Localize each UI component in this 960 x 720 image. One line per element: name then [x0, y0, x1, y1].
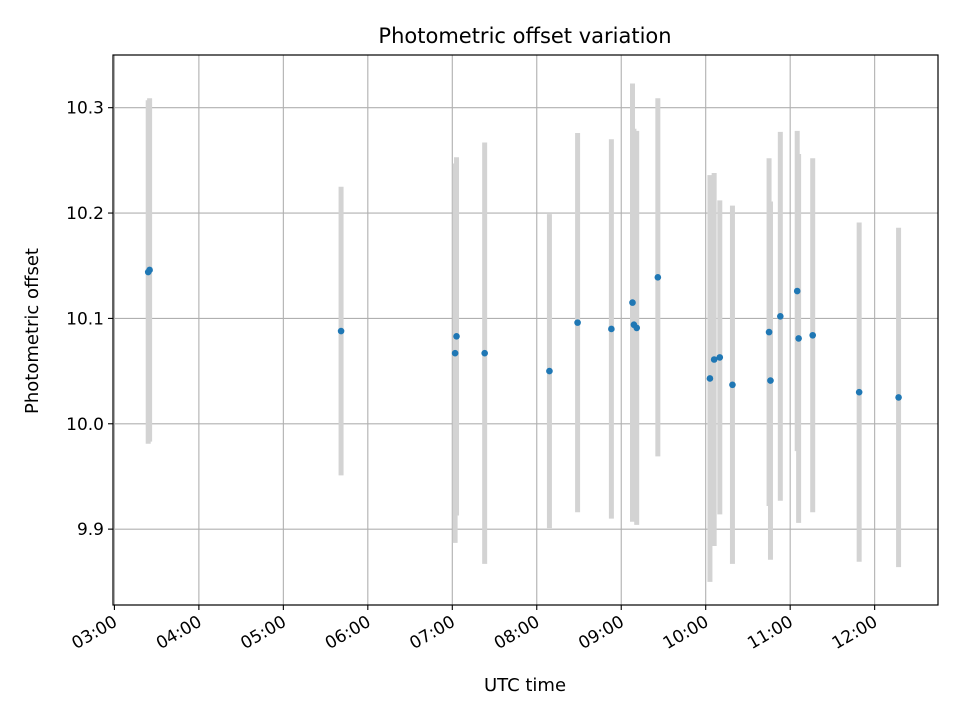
x-tick-label: 07:00: [406, 612, 458, 654]
data-point: [337, 327, 345, 335]
data-point: [654, 274, 662, 281]
data-point: [777, 313, 784, 320]
data-point: [793, 287, 801, 295]
y-tick-label: 10.1: [66, 309, 104, 329]
y-tick-label: 10.3: [66, 99, 104, 119]
chart-title: Photometric offset variation: [378, 24, 671, 48]
x-tick-label: 09:00: [575, 612, 627, 654]
y-tick-label: 10.0: [66, 415, 104, 435]
data-point: [629, 299, 636, 306]
y-tick-label: 10.2: [66, 204, 104, 224]
x-tick-label: 05:00: [237, 612, 289, 654]
x-tick-label: 06:00: [322, 612, 374, 654]
data-point: [574, 319, 581, 326]
y-tick-label: 9.9: [77, 520, 104, 540]
data-point: [451, 349, 459, 357]
data-point: [855, 388, 863, 396]
y-axis-ticks: 9.9 10.0 10.1 10.2 10.3: [66, 99, 113, 540]
y-axis-title: Photometric offset: [22, 248, 43, 414]
data-point: [795, 335, 802, 342]
data-point: [706, 375, 714, 382]
data-point: [710, 356, 718, 363]
data-point: [809, 331, 817, 339]
x-tick-label: 11:00: [744, 612, 796, 654]
data-point: [895, 394, 902, 401]
data-point: [481, 349, 488, 357]
x-axis-ticks: 03:00 04:00 05:00 06:00 07:00 08:00 09:00 10:00…: [68, 605, 881, 654]
x-tick-label: 03:00: [68, 612, 120, 654]
data-point: [767, 377, 774, 384]
x-tick-label: 12:00: [829, 612, 881, 654]
plot-frame: [112, 54, 939, 606]
data-point: [716, 354, 724, 361]
data-point: [633, 324, 641, 332]
x-axis-title: UTC time: [484, 675, 566, 696]
x-tick-label: 04:00: [153, 612, 205, 654]
data-point: [765, 328, 773, 336]
x-tick-label: 10:00: [660, 612, 712, 654]
data-point: [608, 325, 615, 333]
errorbars: [145, 83, 902, 582]
data-point: [453, 333, 460, 340]
data-point: [546, 367, 553, 375]
data-points: [144, 266, 902, 401]
data-point: [729, 381, 736, 389]
data-point: [146, 266, 153, 274]
x-tick-label: 08:00: [491, 612, 543, 654]
